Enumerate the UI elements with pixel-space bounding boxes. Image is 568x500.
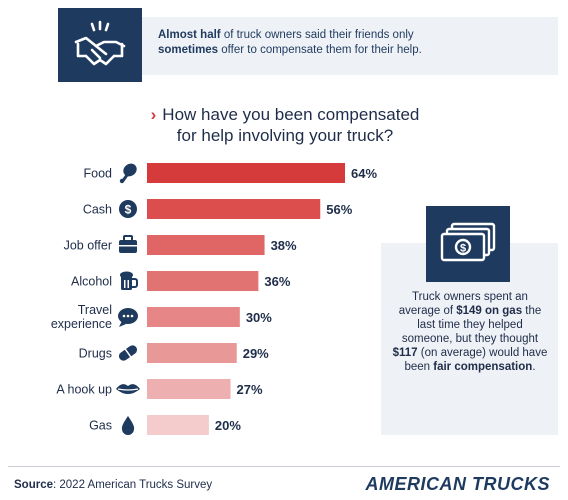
banner-text-part-2: offer to compensate them for their help. (218, 44, 422, 56)
header-banner: Almost half of truck owners said their f… (58, 8, 558, 82)
bar-job-offer (147, 235, 265, 255)
value-label: 20% (215, 418, 241, 433)
banner-text-part-1: of truck owners said their friends only (220, 29, 414, 41)
category-label: Food (84, 167, 113, 181)
bar-travel-experience (147, 307, 240, 327)
value-label: 30% (246, 310, 272, 325)
banner-bold-sometimes: sometimes (158, 44, 219, 56)
category-label: A hook up (56, 383, 112, 397)
panel-bold-149-on-gas: $149 on gas (456, 305, 523, 317)
panel-text-part-3: (on average) would have been (404, 347, 548, 373)
cash-stack-icon: $ (440, 222, 496, 262)
source-note: Source: 2022 American Trucks Survey (14, 479, 212, 491)
chart-title-line-1: How have you been compensated (162, 105, 420, 124)
chevron-right-icon: › (150, 105, 157, 124)
panel-text-part-2: the last time they helped someone, but t… (401, 305, 542, 345)
value-label: 27% (237, 382, 263, 397)
banner-text: Almost half of truck owners said their f… (158, 28, 458, 58)
category-label: Alcohol (71, 275, 112, 289)
brand-logo: AMERICAN TRUCKS (365, 474, 550, 494)
svg-text:$: $ (125, 203, 132, 217)
bar-chart: Food 64% Cash $56% Job offer 38% Alcohol 36% Tra… (51, 163, 377, 435)
bar-food (147, 163, 345, 183)
source-text: : 2022 American Trucks Survey (53, 479, 213, 491)
briefcase-icon (119, 235, 137, 253)
bar-gas (147, 415, 209, 435)
svg-text:$: $ (460, 243, 466, 255)
source-label: Source (14, 479, 53, 491)
lips-icon (116, 384, 140, 394)
value-label: 29% (243, 346, 269, 361)
banner-bold-almost-half: Almost half (158, 29, 221, 41)
category-label: Job offer (64, 239, 112, 253)
drumstick-icon (119, 163, 137, 184)
footer-divider (8, 466, 560, 467)
category-label: Gas (89, 419, 112, 433)
bar-alcohol (147, 271, 259, 291)
speech-bubble-icon (118, 308, 138, 327)
beer-mug-icon (120, 271, 138, 290)
side-panel-text: Truck owners spent an average of $149 on… (391, 290, 549, 374)
panel-text-part-1: Truck owners spent an average of (398, 291, 528, 317)
value-label: 38% (271, 238, 297, 253)
bar-cash (147, 199, 321, 219)
category-label: Cash (83, 203, 112, 217)
category-label: Travel experience (51, 303, 112, 331)
bar-drugs (147, 343, 237, 363)
value-label: 36% (264, 274, 290, 289)
dollar-coin-icon: $ (119, 200, 137, 218)
side-panel-badge: $ (426, 206, 510, 282)
droplet-icon (121, 416, 135, 435)
panel-text-part-4: . (532, 361, 536, 373)
chart-title: › How have you been compensated for help … (120, 104, 450, 146)
panel-bold-117: $117 (392, 347, 418, 359)
value-label: 56% (326, 202, 352, 217)
bar-a-hook-up (147, 379, 231, 399)
value-label: 64% (351, 166, 377, 181)
banner-badge (58, 8, 142, 82)
panel-bold-fair-compensation: fair compensation (433, 361, 533, 373)
banner-background (98, 17, 558, 75)
handshake-icon (74, 20, 126, 66)
pill-icon (118, 345, 138, 361)
category-label: Drugs (79, 347, 112, 361)
chart-title-line-2: for help involving your truck? (176, 126, 394, 145)
